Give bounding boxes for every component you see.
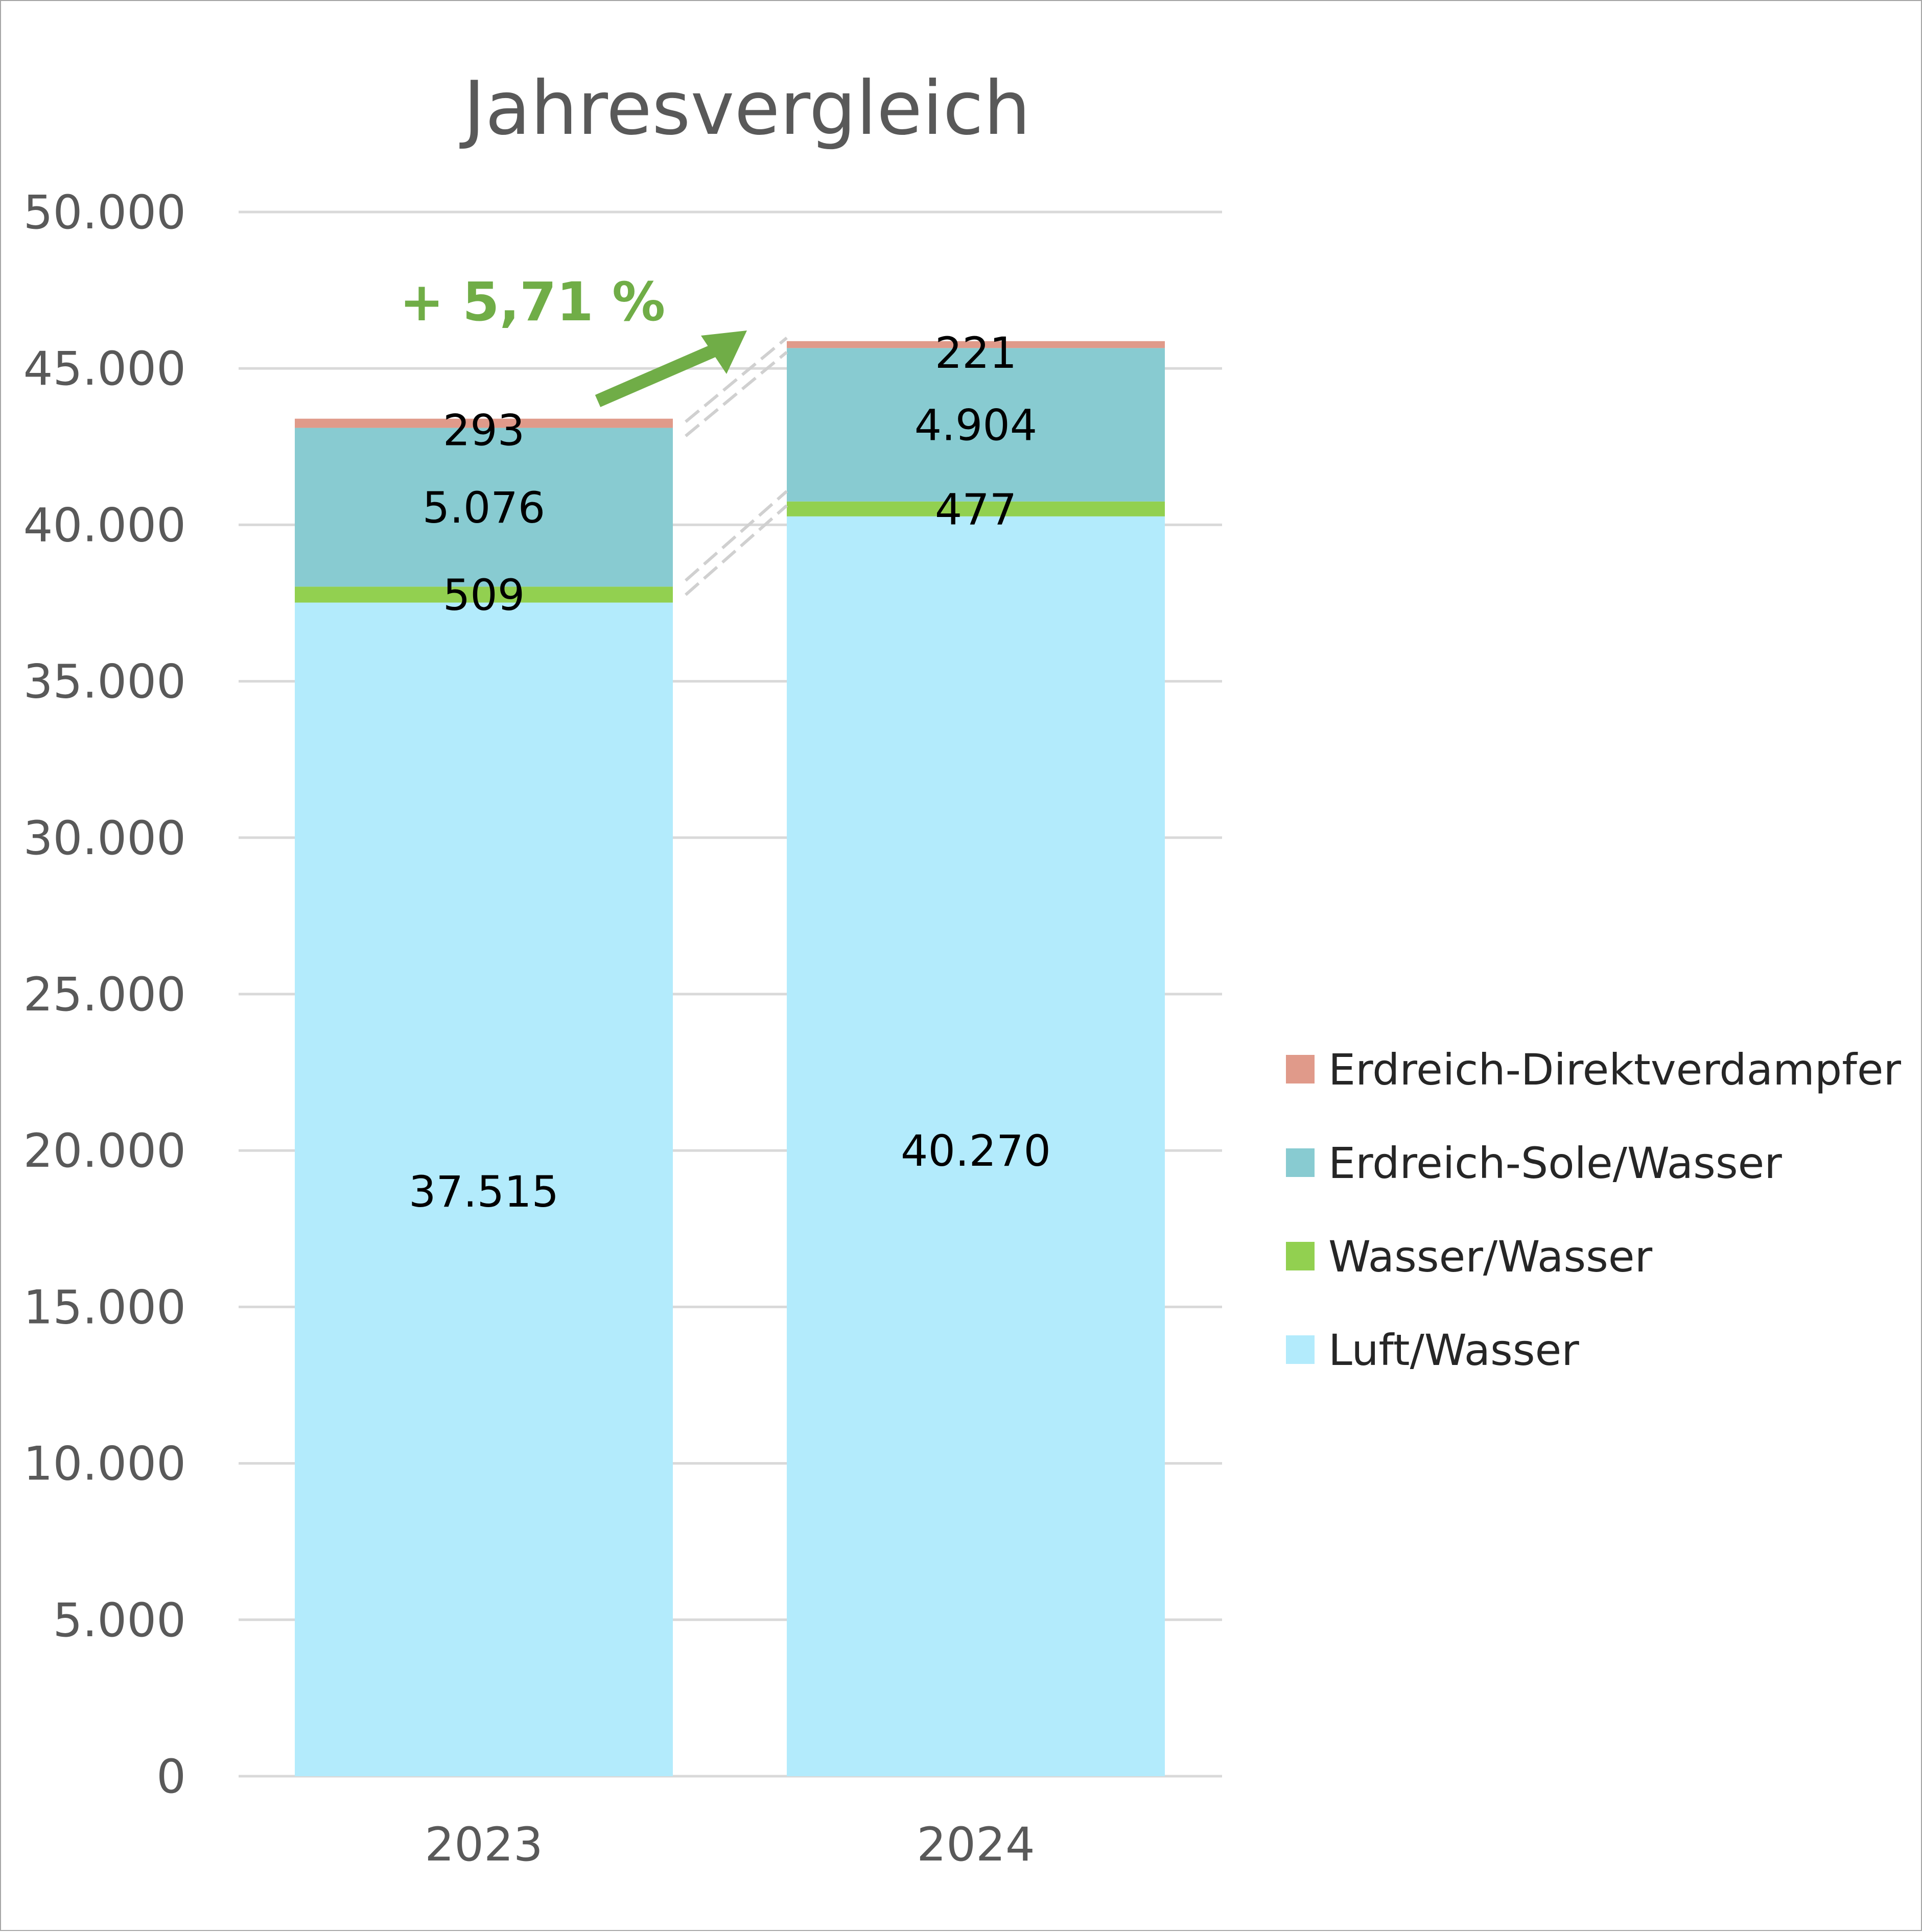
series-connectors xyxy=(685,337,788,596)
data-labels: 37.515 509 5.076 293 40.270 477 4.904 221 xyxy=(409,328,1051,1217)
y-tick-label: 50.000 xyxy=(24,186,186,240)
bars xyxy=(295,341,1165,1776)
x-axis: 2023 2024 xyxy=(425,1818,1035,1872)
legend-item: Luft/Wasser xyxy=(1286,1325,1579,1375)
y-axis: 0 5.000 10.000 15.000 20.000 25.000 30.000 35.0… xyxy=(24,186,186,1804)
data-label: 4.904 xyxy=(915,400,1037,450)
bar-segment xyxy=(787,516,1165,1776)
connector-line xyxy=(685,490,788,582)
x-tick-label: 2024 xyxy=(917,1818,1035,1872)
y-tick-label: 45.000 xyxy=(24,342,186,396)
y-tick-label: 0 xyxy=(156,1750,186,1804)
legend-item: Wasser/Wasser xyxy=(1286,1232,1653,1282)
x-tick-label: 2023 xyxy=(425,1818,543,1872)
bar-segment xyxy=(787,341,1165,348)
data-label: 37.515 xyxy=(409,1167,559,1217)
bar-segment xyxy=(295,418,673,428)
data-label: 40.270 xyxy=(901,1126,1051,1176)
legend-label: Luft/Wasser xyxy=(1328,1325,1579,1375)
chart-title: Jahresvergleich xyxy=(459,65,1030,152)
y-tick-label: 25.000 xyxy=(24,968,186,1022)
legend-item: Erdreich-Direktverdampfer xyxy=(1286,1045,1902,1095)
y-tick-label: 35.000 xyxy=(24,655,186,709)
connector-line xyxy=(685,351,788,437)
y-tick-label: 20.000 xyxy=(24,1124,186,1178)
y-tick-label: 5.000 xyxy=(53,1594,186,1647)
data-label: 5.076 xyxy=(423,483,545,533)
bar-segment xyxy=(295,428,673,587)
arrow-head xyxy=(701,331,747,374)
connector-line xyxy=(685,337,788,423)
legend-swatch xyxy=(1286,1335,1315,1364)
bar-segment xyxy=(295,602,673,1776)
legend-swatch xyxy=(1286,1242,1315,1270)
arrow-shaft xyxy=(595,342,722,407)
legend-swatch xyxy=(1286,1055,1315,1083)
y-tick-label: 40.000 xyxy=(24,499,186,552)
data-label: 293 xyxy=(443,406,525,456)
legend-label: Wasser/Wasser xyxy=(1328,1232,1653,1282)
legend-item: Erdreich-Sole/Wasser xyxy=(1286,1138,1782,1188)
data-label: 509 xyxy=(443,570,525,620)
up-right-arrow-icon xyxy=(595,331,747,407)
legend-label: Erdreich-Sole/Wasser xyxy=(1328,1138,1782,1188)
connector-line xyxy=(685,504,788,596)
bar-segment xyxy=(787,348,1165,502)
legend-swatch xyxy=(1286,1148,1315,1177)
data-label: 221 xyxy=(935,328,1017,378)
bar-segment xyxy=(787,501,1165,516)
legend-label: Erdreich-Direktverdampfer xyxy=(1328,1045,1902,1095)
y-tick-label: 15.000 xyxy=(24,1281,186,1334)
y-tick-label: 30.000 xyxy=(24,812,186,865)
change-percentage: + 5,71 % xyxy=(400,271,665,333)
change-annotation: + 5,71 % xyxy=(400,271,747,407)
legend: Erdreich-Direktverdampfer Erdreich-Sole/W… xyxy=(1286,1045,1902,1375)
y-tick-label: 10.000 xyxy=(24,1438,186,1491)
data-label: 477 xyxy=(935,484,1017,534)
bar-segment xyxy=(295,586,673,603)
